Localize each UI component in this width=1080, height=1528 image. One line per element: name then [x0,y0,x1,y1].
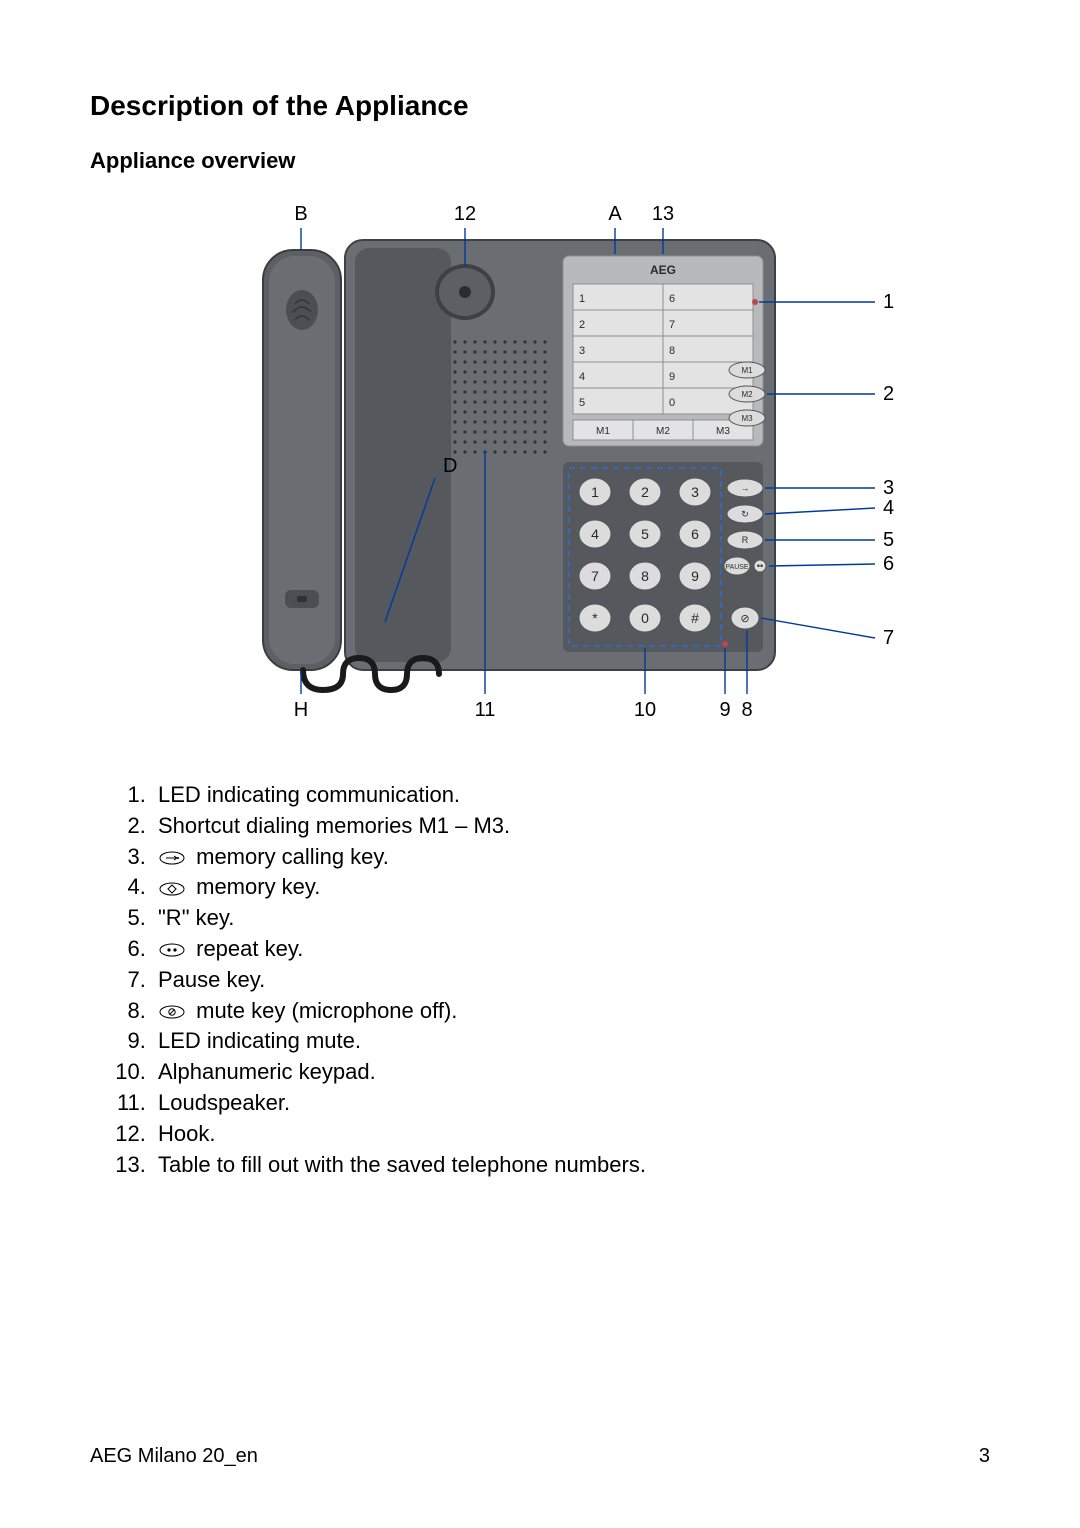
memory-shortcut-keys: M1 M2 M3 [729,362,765,426]
legend-item: Hook. [152,1119,990,1150]
svg-text:→: → [741,483,750,493]
label-D: D [443,455,457,477]
svg-text:1: 1 [579,293,585,305]
footer-left: AEG Milano 20_en [90,1445,258,1468]
svg-text:4: 4 [591,526,599,542]
svg-text:13: 13 [652,203,674,225]
svg-text:12: 12 [454,203,476,225]
svg-text:7: 7 [883,627,894,649]
svg-text:M1: M1 [741,366,753,375]
svg-text:2: 2 [641,484,649,500]
legend-item: memory key. [152,872,990,903]
svg-text:3: 3 [579,345,585,357]
svg-text:11: 11 [475,699,496,721]
svg-text:9: 9 [691,568,699,584]
legend-item: repeat key. [152,934,990,965]
legend-item: LED indicating communication. [152,780,990,811]
svg-text:6: 6 [883,553,894,575]
legend-item: Table to fill out with the saved telepho… [152,1150,990,1181]
legend-list: LED indicating communication. Shortcut d… [90,780,990,1180]
memory-call-icon [158,850,186,866]
comm-led [752,299,758,305]
section-heading: Appliance overview [90,148,990,174]
legend-item: mute key (microphone off). [152,996,990,1027]
callouts-right [759,302,875,638]
legend-item: "R" key. [152,903,990,934]
svg-text:9: 9 [719,699,730,721]
svg-text:3: 3 [691,484,699,500]
svg-text:B: B [294,203,307,225]
svg-text:⊘: ⊘ [740,613,749,625]
mute-led [722,641,728,647]
svg-text:0: 0 [669,397,675,409]
svg-text:M3: M3 [716,426,730,437]
svg-text:2: 2 [883,383,894,405]
handset [263,250,341,670]
memory-key-icon [158,881,186,897]
svg-text:2: 2 [579,319,585,331]
svg-text:8: 8 [641,568,649,584]
svg-text:7: 7 [669,319,675,331]
svg-text:••: •• [757,561,763,571]
svg-text:4: 4 [883,497,894,519]
mute-key-icon [158,1004,186,1020]
svg-text:0: 0 [641,610,649,626]
labels-top: B 12 A 13 [294,203,674,225]
svg-text:5: 5 [641,526,649,542]
svg-text:5: 5 [579,397,585,409]
svg-text:↻: ↻ [741,509,749,519]
svg-text:8: 8 [741,699,752,721]
legend-item: LED indicating mute. [152,1026,990,1057]
labels-right: 1 2 3 4 5 6 7 [883,291,894,649]
legend-item: Shortcut dialing memories M1 – M3. [152,811,990,842]
svg-text:PAUSE: PAUSE [725,564,749,571]
labels-bottom: H 11 10 9 8 [294,699,753,721]
svg-text:6: 6 [669,293,675,305]
svg-text:4: 4 [579,371,585,383]
svg-text:A: A [608,203,622,225]
svg-text:*: * [592,610,598,626]
svg-text:R: R [742,535,749,545]
svg-text:M3: M3 [741,414,753,423]
svg-text:1: 1 [883,291,894,313]
svg-text:#: # [691,610,699,626]
page-number: 3 [979,1445,990,1468]
svg-text:M1: M1 [596,426,610,437]
brand-text: AEG [650,263,676,277]
svg-text:6: 6 [691,526,699,542]
legend-item: memory calling key. [152,842,990,873]
svg-text:8: 8 [669,345,675,357]
legend-item: Pause key. [152,965,990,996]
legend-item: Loudspeaker. [152,1088,990,1119]
svg-text:7: 7 [591,568,599,584]
svg-text:3: 3 [883,477,894,499]
appliance-diagram: AEG 1 6 2 7 3 8 4 9 5 0 [185,192,895,762]
svg-text:10: 10 [634,699,656,721]
svg-text:5: 5 [883,529,894,551]
page-title: Description of the Appliance [90,90,990,122]
svg-text:M2: M2 [656,426,670,437]
repeat-key-icon [158,942,186,958]
svg-text:1: 1 [591,484,599,500]
svg-text:9: 9 [669,371,675,383]
legend-item: Alphanumeric keypad. [152,1057,990,1088]
svg-text:M2: M2 [741,390,753,399]
svg-text:H: H [294,699,308,721]
